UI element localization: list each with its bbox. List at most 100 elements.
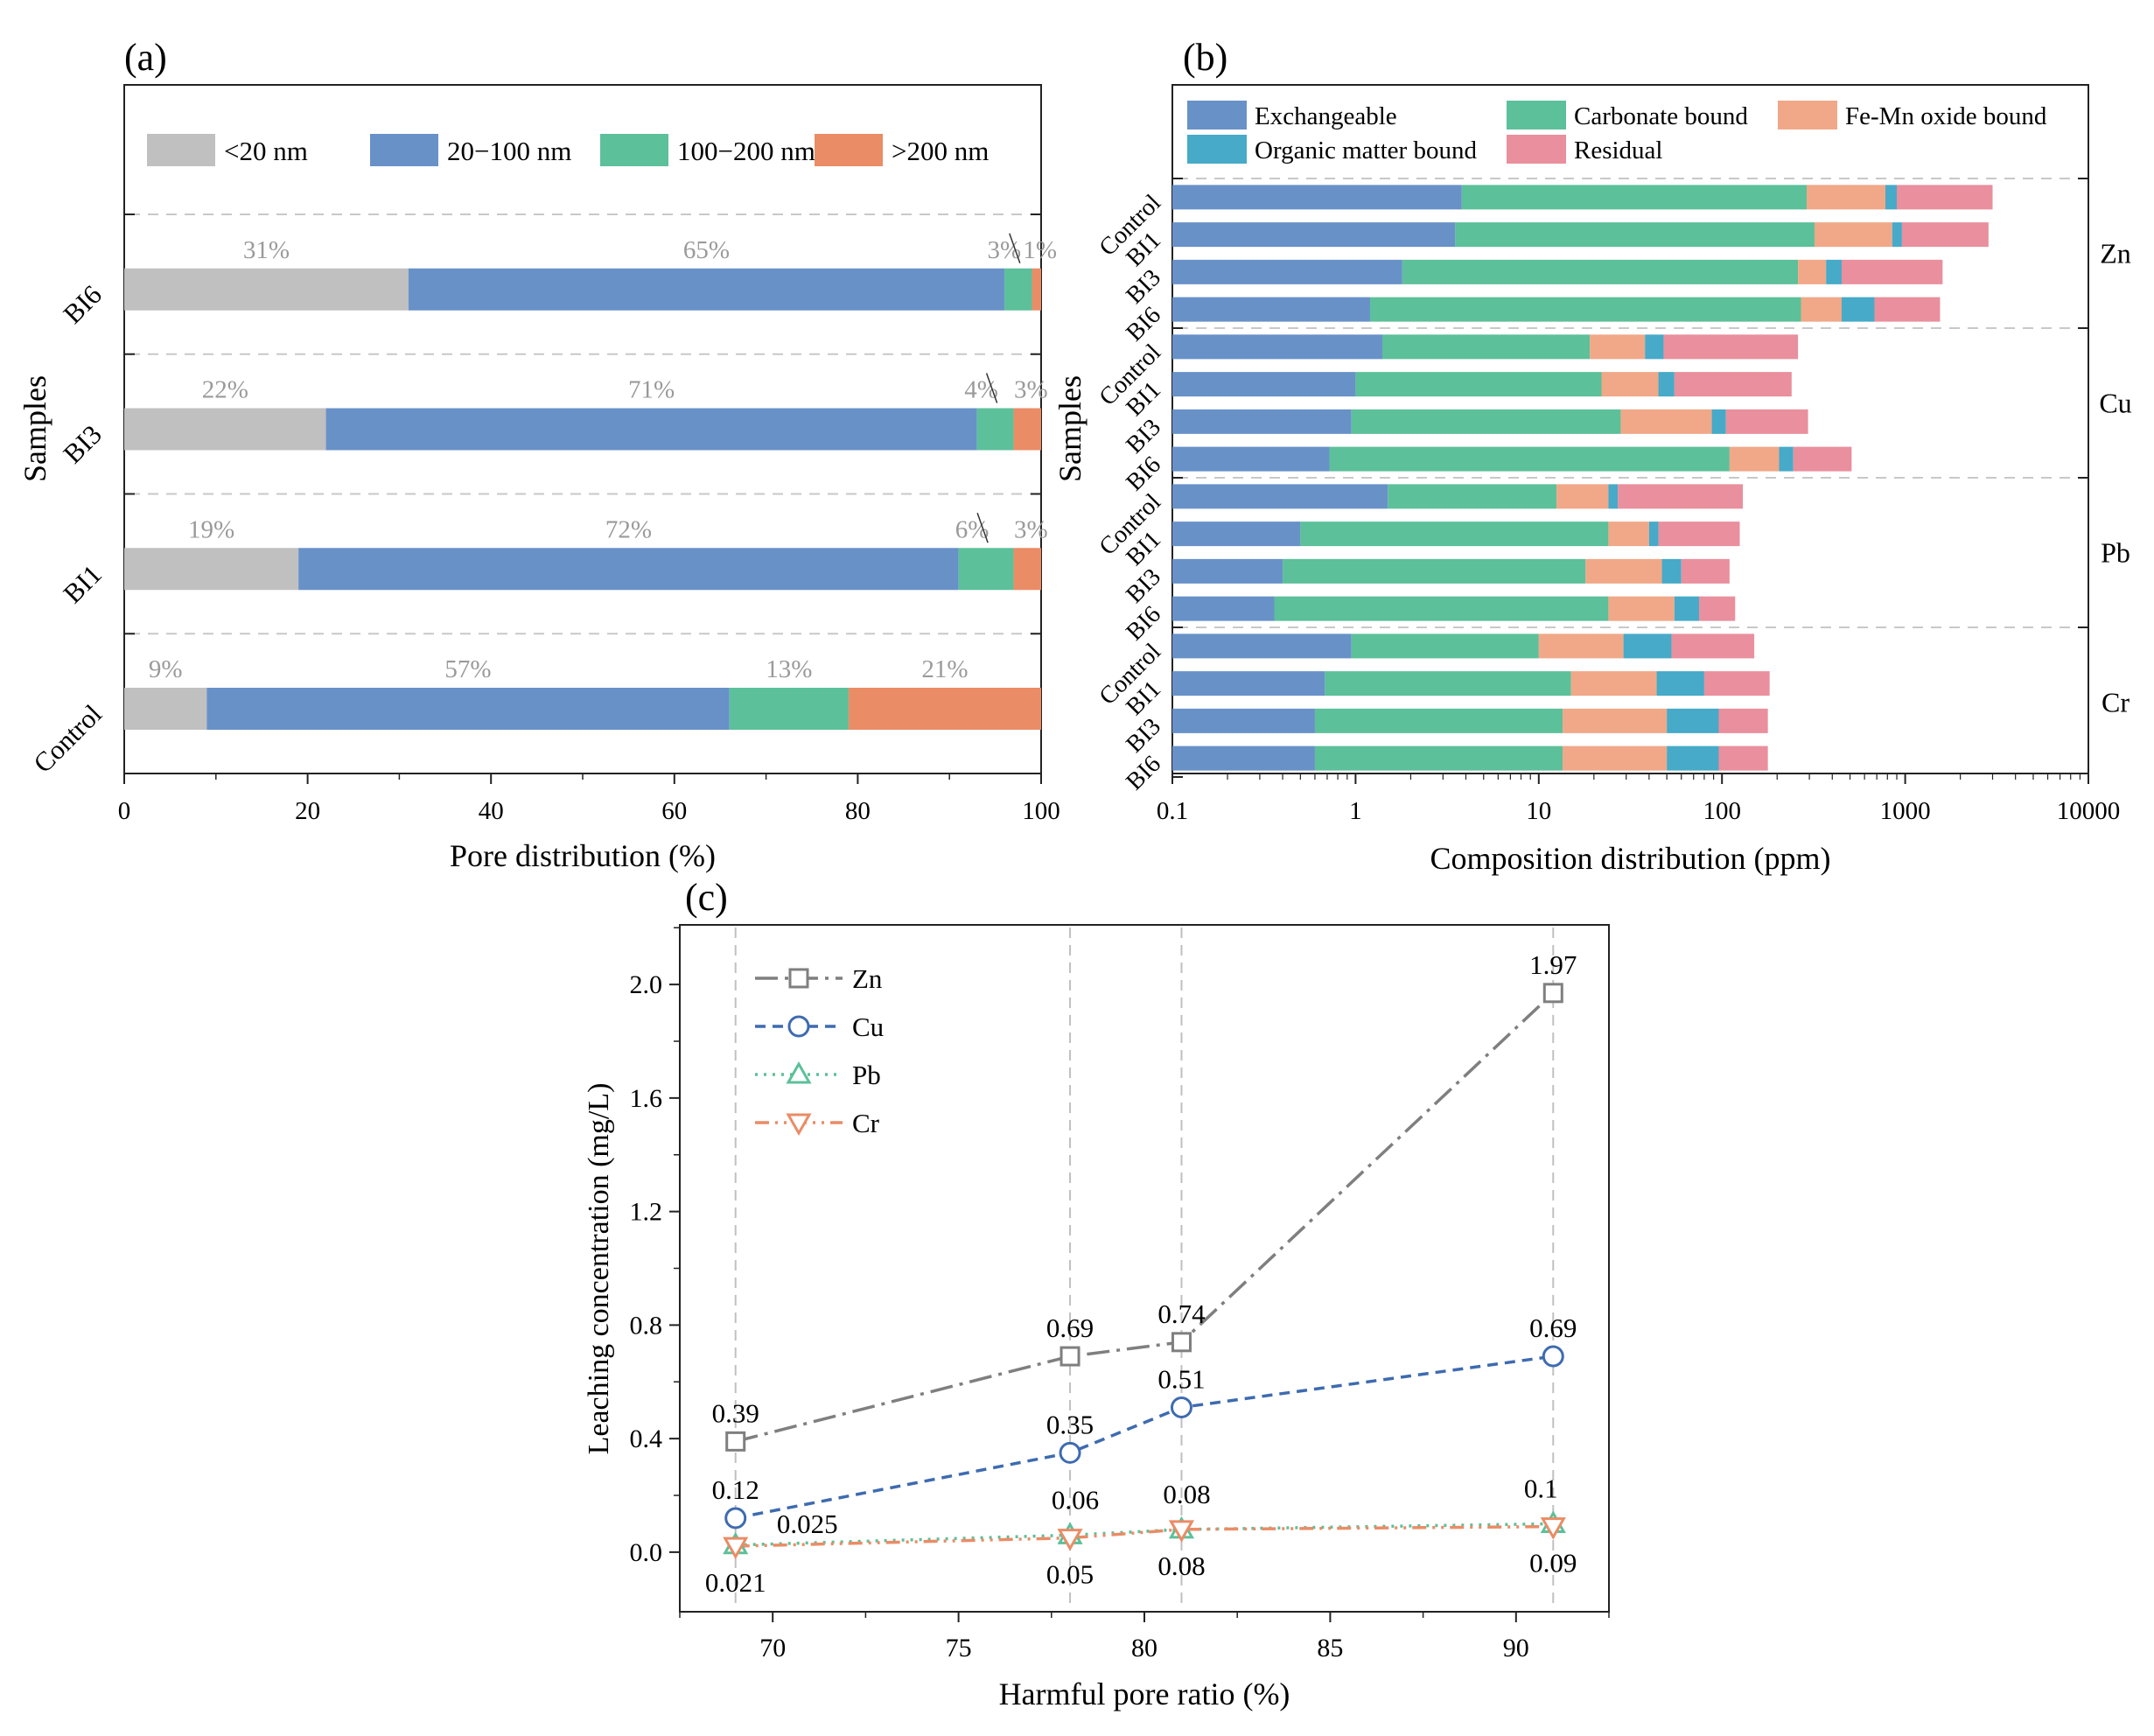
leader-line-a <box>985 373 998 403</box>
data-label-c: 0.35 <box>1046 1409 1094 1439</box>
bar-segment-b <box>1274 596 1609 621</box>
bar-segment-b <box>1667 746 1719 771</box>
marker-triangle-down-c <box>1057 1529 1083 1551</box>
sample-label-b: BI6 <box>1121 601 1166 647</box>
legend-swatch-a <box>370 134 438 166</box>
bar-segment-b <box>1826 259 1842 284</box>
bar-segment-b <box>1172 522 1301 547</box>
bar-segment-b <box>1674 596 1700 621</box>
bar-segment-b <box>1172 671 1325 696</box>
bar-segment-b <box>1590 334 1646 360</box>
sample-label-b: BI3 <box>1121 264 1166 310</box>
data-label-a: 21% <box>921 655 968 683</box>
y-axis-label-a: Samples <box>17 375 52 482</box>
panel-label-b: (b) <box>1183 36 1227 79</box>
legend-swatch-b <box>1778 101 1837 130</box>
legend-label-c: Cr <box>852 1108 880 1138</box>
leader-line-a <box>976 513 989 543</box>
data-label-c: 0.08 <box>1157 1550 1205 1581</box>
group-label-b: Cu <box>2099 388 2131 419</box>
bar-segment-b <box>1172 222 1456 248</box>
bar-segment-b <box>1283 558 1586 584</box>
bar-segment-b <box>1601 372 1659 397</box>
bar-segment-b <box>1801 297 1842 322</box>
marker-square-c <box>788 968 809 989</box>
x-tick-label-a: 40 <box>479 797 504 825</box>
bar-segment-b <box>1608 596 1675 621</box>
data-label-c: 0.025 <box>777 1508 838 1539</box>
data-label-c: 0.39 <box>712 1397 759 1428</box>
bar-segment-a <box>408 268 1005 311</box>
bar-segment-b <box>1172 259 1402 284</box>
marker-triangle-down-c <box>1540 1517 1566 1540</box>
bar-segment-b <box>1608 484 1619 509</box>
bar-segment-b <box>1656 671 1704 696</box>
bar-segment-b <box>1172 484 1388 509</box>
bar-segment-b <box>1897 185 1993 210</box>
bar-segment-b <box>1901 222 1989 248</box>
x-axis-label-c: Harmful pore ratio (%) <box>999 1676 1290 1712</box>
y-tick-label-c: 0.0 <box>630 1538 663 1567</box>
bar-segment-b <box>1892 222 1902 248</box>
marker-triangle-down-c <box>723 1536 749 1560</box>
category-label-a: Control <box>27 698 108 779</box>
bar-segment-b <box>1300 522 1609 547</box>
marker-circle-c <box>1059 1441 1081 1464</box>
data-label-a: 72% <box>605 515 652 543</box>
leader-line-a <box>1009 233 1021 263</box>
legend-swatch-b <box>1187 101 1247 130</box>
legend-label-a: <20 nm <box>224 136 308 166</box>
data-label-a: 3% <box>987 236 1021 264</box>
sample-label-b: BI6 <box>1121 751 1166 796</box>
legend-swatch-a <box>147 134 215 166</box>
chart-c: (c) 70 75 80 85 90 0.0 0.4 0.8 1.2 1.6 2.0 Harmful p… <box>583 876 1610 1712</box>
bar-segment-b <box>1538 634 1624 659</box>
sample-label-b: BI6 <box>1121 452 1166 497</box>
panel-label-c: (c) <box>685 876 728 919</box>
legend-swatch-a <box>815 134 883 166</box>
sample-label-b: BI3 <box>1121 414 1166 459</box>
bar-segment-b <box>1874 297 1941 322</box>
bar-segment-b <box>1172 334 1382 360</box>
bar-segment-a <box>206 688 730 730</box>
marker-triangle-down-c <box>786 1113 812 1137</box>
data-label-c: 0.08 <box>1163 1479 1210 1509</box>
sample-label-b: BI6 <box>1121 302 1166 347</box>
data-label-a: 9% <box>149 655 183 683</box>
x-tick-label-c: 75 <box>946 1634 972 1662</box>
y-axis-label-c: Leaching concentration (mg/L) <box>583 1083 615 1455</box>
data-label-c: 0.12 <box>712 1474 759 1505</box>
x-tick-label-a: 20 <box>295 797 320 825</box>
bar-segment-b <box>1674 372 1792 397</box>
bar-segment-b <box>1885 185 1898 210</box>
bar-segment-b <box>1351 409 1621 434</box>
series-line-cr <box>735 1524 1554 1548</box>
legend-label-b: Carbonate bound <box>1574 102 1748 130</box>
bar-segment-b <box>1725 409 1808 434</box>
data-label-a: 13% <box>766 655 812 683</box>
data-label-c: 0.1 <box>1524 1473 1558 1503</box>
group-label-b: Cr <box>2102 687 2130 718</box>
data-label-a: 57% <box>444 655 491 683</box>
data-label-a: 31% <box>243 236 290 264</box>
x-axis-label-a: Pore distribution (%) <box>450 838 716 873</box>
bar-segment-a <box>298 548 959 591</box>
sample-label-b: BI3 <box>1121 713 1166 759</box>
data-label-a: 65% <box>683 236 730 264</box>
bar-segment-a <box>325 408 977 451</box>
legend-label-c: Zn <box>852 963 883 994</box>
marker-triangle-down-c <box>1168 1520 1195 1543</box>
bar-segment-a <box>1004 268 1032 311</box>
x-tick-label-c: 80 <box>1131 1634 1157 1662</box>
bar-segment-a <box>124 408 326 451</box>
bar-segment-b <box>1608 522 1649 547</box>
chart-a: (a) 0 20 40 60 80 100 Pore distribution (%) Samp… <box>17 36 1060 873</box>
data-label-a: 3% <box>1014 515 1048 543</box>
x-tick-label-a: 60 <box>661 797 687 825</box>
bar-segment-b <box>1703 671 1770 696</box>
marker-square-c <box>725 1431 746 1452</box>
bar-segment-b <box>1355 372 1602 397</box>
y-tick-label-c: 1.6 <box>630 1084 663 1113</box>
bar-segment-b <box>1658 522 1740 547</box>
